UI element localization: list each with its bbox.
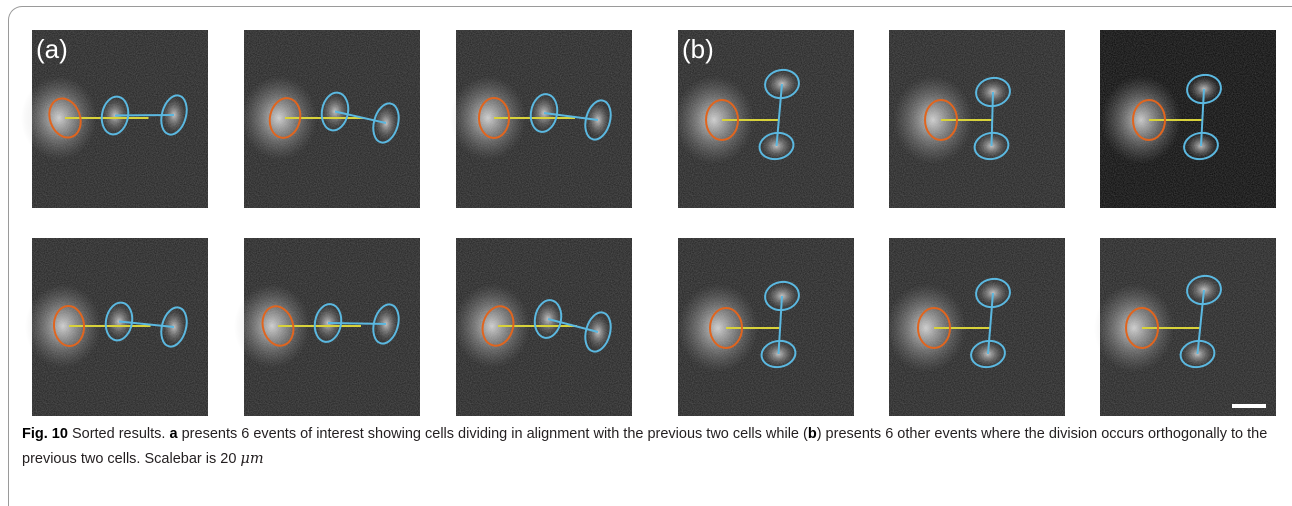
micrograph (1100, 30, 1276, 208)
caption-ref: b (808, 426, 817, 442)
micrograph (454, 238, 632, 416)
page: {"panels": {"group_a_label": "(a)", "gro… (0, 0, 1292, 489)
micrograph: (a) (21, 30, 208, 208)
caption-unit: μm (240, 451, 263, 467)
micrograph (241, 30, 420, 208)
caption-text: Sorted results. (72, 426, 166, 442)
micrograph (678, 238, 854, 416)
micrograph: (b) (674, 30, 854, 208)
micrograph (889, 30, 1065, 208)
figure-label: Fig. 10 (22, 426, 68, 442)
micrograph (886, 238, 1065, 416)
figure-caption: Fig. 10 Sorted results. a presents 6 eve… (22, 422, 1272, 472)
caption-text: presents 6 events of interest showing ce… (182, 426, 808, 442)
micrograph (1094, 238, 1276, 416)
micrograph (234, 238, 420, 416)
micrograph (25, 238, 208, 416)
panel-label: (b) (682, 34, 714, 64)
daughter-link (328, 323, 386, 324)
caption-ref: a (170, 426, 178, 442)
figure-panels: (a) (b) (0, 0, 1292, 420)
daughter-link (115, 115, 174, 116)
panel-label: (a) (36, 34, 68, 64)
micrograph (450, 30, 632, 208)
